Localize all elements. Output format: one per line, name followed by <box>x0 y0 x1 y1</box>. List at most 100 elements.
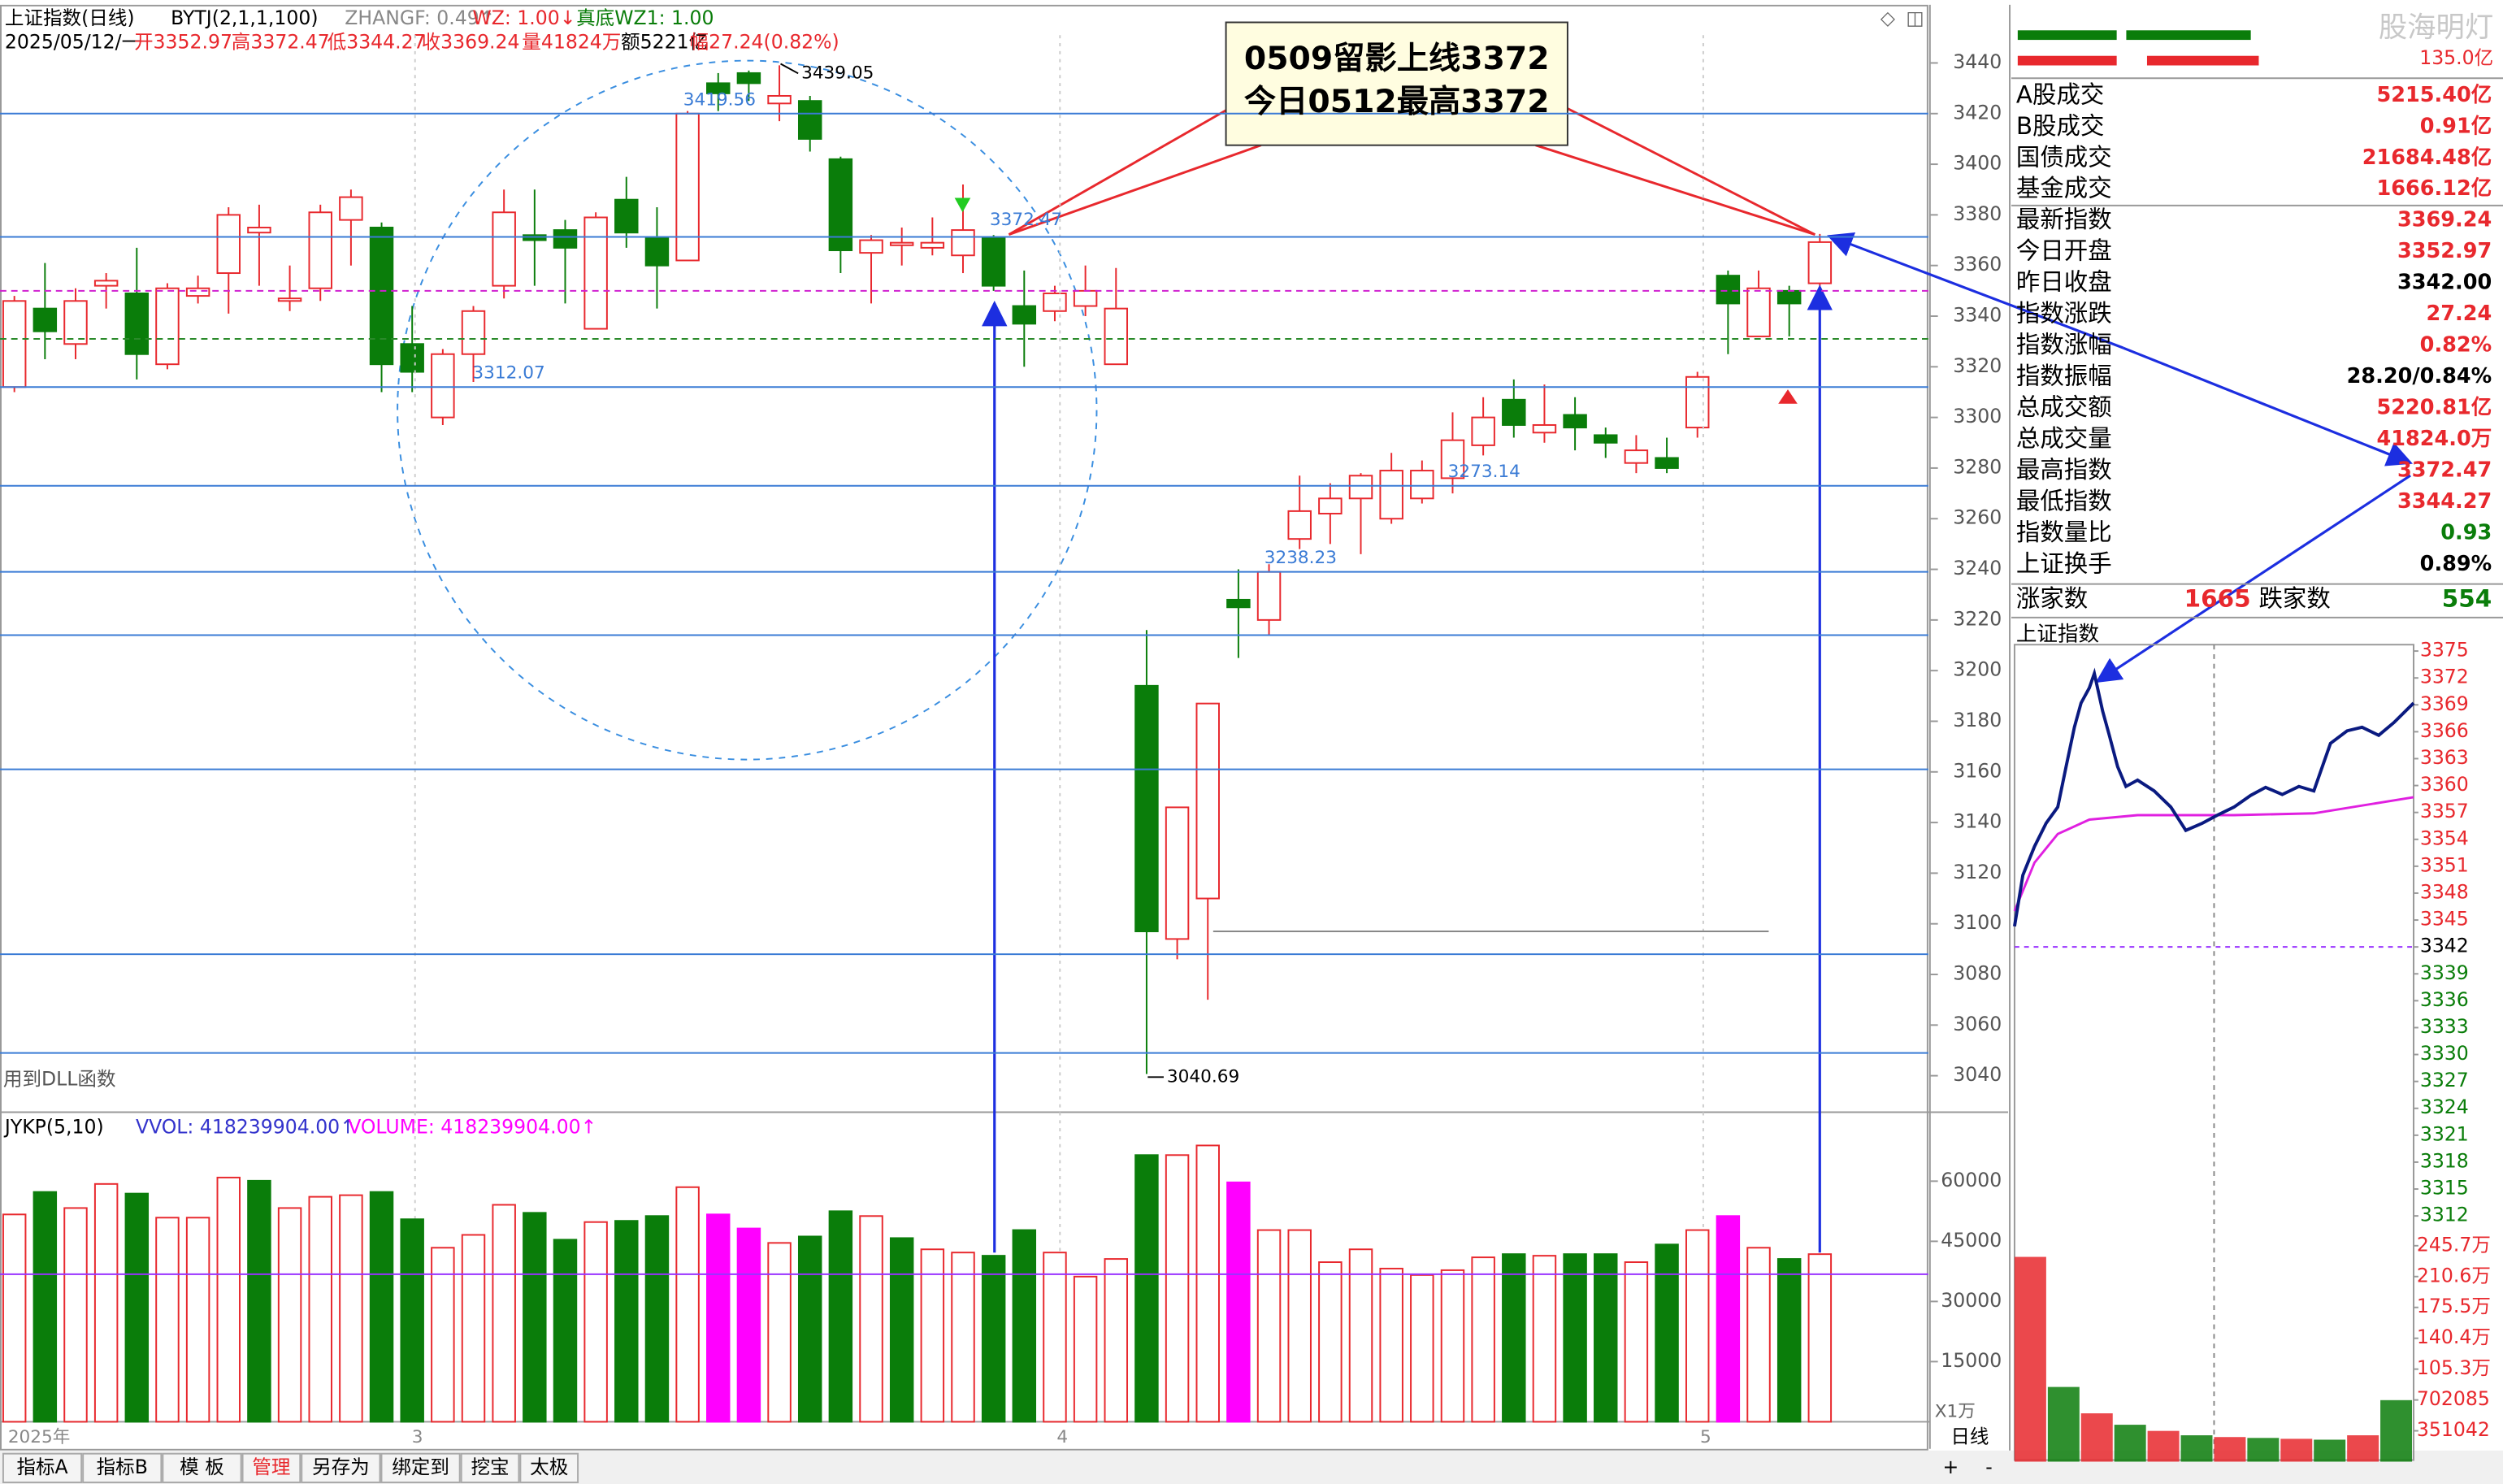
volume-bar <box>185 1217 210 1423</box>
chart-title: 上证指数(日线) <box>5 7 135 29</box>
note: 用到DLL函数 <box>3 1068 116 1091</box>
volume-bar <box>1410 1274 1434 1423</box>
y-tick-label: 3400 <box>1953 152 2002 175</box>
y-tick-label: 3363 <box>2420 746 2469 769</box>
candle-body <box>247 226 271 234</box>
volume-bar <box>1594 1253 1618 1423</box>
main-frame <box>0 4 1928 1451</box>
header-item: ZHANGF: 0.49↑ <box>345 7 495 29</box>
candle-body <box>675 112 700 262</box>
nav-button[interactable]: + <box>1942 1456 1959 1478</box>
row-value: 0.93 <box>2440 521 2492 545</box>
candle-body <box>1226 598 1251 609</box>
y-tick-label: 245.7万 <box>2417 1233 2491 1256</box>
y-tick-label: 3351 <box>2420 853 2469 876</box>
candle-body <box>124 292 150 355</box>
candle-body <box>828 158 853 251</box>
x-tick-label: 2025年 <box>8 1427 71 1447</box>
tab[interactable] <box>162 1452 242 1484</box>
volume-bar <box>1348 1248 1373 1423</box>
tab[interactable] <box>519 1452 579 1484</box>
price-line <box>2012 667 2415 927</box>
candle-body <box>1410 470 1434 500</box>
row-value: 1666.12亿 <box>2376 176 2492 201</box>
info-item: 开3352.97 <box>134 31 232 54</box>
nav-button[interactable]: - <box>1985 1456 1993 1478</box>
row-label: B股成交 <box>2016 112 2105 140</box>
tab-label[interactable]: 挖宝 <box>471 1456 509 1478</box>
tab-label[interactable]: 另存为 <box>312 1456 370 1478</box>
row-value: 3342.00 <box>2397 271 2492 295</box>
intraday-title: 上证指数 <box>2016 622 2099 646</box>
tab-label[interactable]: 指标B <box>97 1456 148 1478</box>
y-tick-label: 3327 <box>2420 1069 2469 1091</box>
volume-bar <box>523 1212 547 1423</box>
y-tick-label: 3340 <box>1953 304 2002 327</box>
tab[interactable] <box>241 1452 301 1484</box>
tab-label[interactable]: 指标A <box>16 1456 67 1478</box>
candle-body <box>644 236 670 267</box>
tab-label[interactable]: 太极 <box>530 1456 568 1478</box>
y-tick-label: 60000 <box>1941 1169 2002 1191</box>
row-label: A股成交 <box>2016 80 2104 108</box>
candle-body <box>889 241 914 246</box>
tab[interactable] <box>460 1452 520 1484</box>
y-tick-label: 702085 <box>2417 1387 2490 1410</box>
y-tick-label: 3315 <box>2420 1177 2469 1200</box>
tab[interactable] <box>380 1452 461 1484</box>
nav-button[interactable]: 日线 <box>1950 1425 1989 1448</box>
breadth: 跌家数 <box>2258 585 2330 613</box>
volume-bar <box>1624 1261 1649 1423</box>
candle-body <box>736 72 761 85</box>
candle-body <box>1104 307 1129 366</box>
tab-label[interactable]: 绑定到 <box>392 1456 449 1478</box>
volume-bar <box>1716 1215 1741 1423</box>
arrows <box>982 232 2413 1253</box>
icon[interactable]: ◇ <box>1881 7 1896 29</box>
candle-body <box>216 214 241 275</box>
volume-bar <box>1226 1181 1251 1423</box>
candle-body <box>797 100 822 140</box>
header-item: WZ: 1.00↓ <box>472 7 575 29</box>
icon[interactable]: ◫ <box>1906 7 1924 29</box>
price-annotation: 3040.69 <box>1167 1066 1239 1087</box>
tab-label[interactable]: 管理 <box>252 1456 290 1478</box>
breadth: 554 <box>2442 585 2492 613</box>
volume-bar <box>920 1248 945 1423</box>
volume-bar <box>736 1227 761 1423</box>
volume-bar <box>492 1204 516 1423</box>
volume-bar <box>63 1207 88 1423</box>
breadth: 1665 <box>2184 585 2251 613</box>
volume-bar <box>1012 1229 1037 1423</box>
candle-body <box>1655 457 1679 469</box>
row-label: 指数涨幅 <box>2016 331 2112 358</box>
tab-label[interactable]: 模 板 <box>180 1456 224 1478</box>
candle-body <box>185 287 210 297</box>
info-item: 2025/05/12/一 <box>5 31 141 54</box>
y-tick-label: 3348 <box>2420 880 2469 903</box>
tab[interactable] <box>301 1452 381 1484</box>
y-tick-label: 3321 <box>2420 1122 2469 1145</box>
y-tick-label: 3360 <box>2420 773 2469 796</box>
volume-bar <box>828 1210 853 1423</box>
info-item: 收3369.24 <box>422 31 520 54</box>
intraday-volume <box>2247 1438 2280 1462</box>
tab[interactable] <box>82 1452 163 1484</box>
row-label: 昨日收盘 <box>2016 268 2112 296</box>
intraday-volume <box>2147 1430 2180 1462</box>
volume-bar <box>1440 1269 1465 1423</box>
row-label: 最高指数 <box>2016 456 2112 484</box>
candle-body <box>553 229 578 249</box>
row-label: 总成交额 <box>2016 393 2112 421</box>
info-item: 低3344.27 <box>328 31 426 54</box>
candle-body <box>1776 289 1802 305</box>
tab[interactable] <box>2 1452 83 1484</box>
y-tick-label: 3180 <box>1953 709 2002 731</box>
candle-body <box>93 280 119 287</box>
volume-bar <box>706 1213 731 1423</box>
volume-header: VOLUME: 418239904.00↑ <box>348 1116 596 1139</box>
avg-line <box>2013 796 2414 912</box>
info-item: 额5221亿 <box>621 31 708 54</box>
price-annotation: 3238.23 <box>1265 548 1337 568</box>
